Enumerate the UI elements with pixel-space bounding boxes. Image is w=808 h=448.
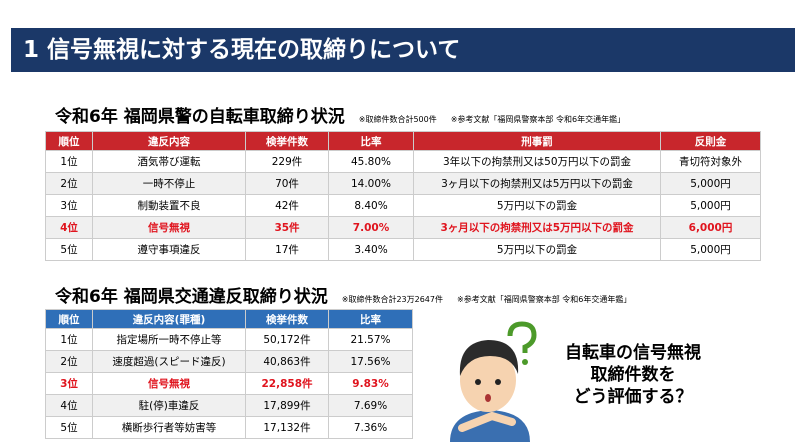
table-cell: 70件: [245, 172, 329, 195]
callout-line: 取締件数を: [590, 365, 676, 385]
table-cell: 3.40%: [328, 238, 414, 261]
eye: [495, 379, 501, 385]
table-cell: 3ヶ月以下の拘禁刑又は5万円以下の罰金: [413, 216, 661, 239]
arm: [458, 411, 516, 432]
title-text: 令和6年 福岡県交通違反取締り状況: [55, 287, 328, 307]
table-cell: 7.69%: [328, 394, 413, 417]
note: ※参考文献「福岡県警察本部 令和6年交通年鑑」: [457, 295, 632, 304]
table-cell: 14.00%: [328, 172, 414, 195]
title-text: 令和6年 福岡県警の自転車取締り状況: [55, 107, 345, 127]
table-cell: 40,863件: [245, 350, 329, 373]
table-cell: 横断歩行者等妨害等: [92, 416, 246, 439]
note: ※取締件数合計23万2647件: [341, 295, 443, 304]
table-cell: 17,132件: [245, 416, 329, 439]
table-cell: 信号無視: [92, 372, 246, 395]
note: ※取締件数合計500件: [358, 115, 437, 124]
table-cell: 3位: [45, 194, 93, 217]
column-header: 順位: [45, 309, 93, 329]
table-cell: 指定場所一時不停止等: [92, 328, 246, 351]
table-cell: 17件: [245, 238, 329, 261]
table-cell: 制動装置不良: [92, 194, 246, 217]
table-cell: 5万円以下の罰金: [413, 238, 661, 261]
table-cell: 229件: [245, 150, 329, 173]
table-cell: 青切符対象外: [660, 150, 761, 173]
callout-line: 自転車の信号無視: [565, 343, 701, 363]
table-row: 5位 横断歩行者等妨害等 17,132件 7.36%: [45, 416, 413, 439]
column-header: 刑事罰: [413, 131, 661, 151]
table-cell: 酒気帯び運転: [92, 150, 246, 173]
table-row: 1位 酒気帯び運転 229件 45.80% 3年以下の拘禁刑又は50万円以下の罰金 青切符…: [45, 150, 761, 173]
table-cell: 8.40%: [328, 194, 414, 217]
table-cell: 2位: [45, 350, 93, 373]
table-row: 3位 制動装置不良 42件 8.40% 5万円以下の罰金 5,000円: [45, 194, 761, 217]
question-dot: [522, 359, 528, 365]
table-cell: 9.83%: [328, 372, 413, 395]
table-cell: 45.80%: [328, 150, 414, 173]
hair: [459, 340, 519, 376]
table-cell: 4位: [45, 394, 93, 417]
table-cell: 1位: [45, 328, 93, 351]
table-cell: 速度超過(スピード違反): [92, 350, 246, 373]
column-header: 比率: [328, 131, 414, 151]
table-cell: 50,172件: [245, 328, 329, 351]
column-header: 検挙件数: [245, 309, 329, 329]
column-header: 反則金: [660, 131, 761, 151]
question-mark: [507, 321, 537, 353]
table-row: 4位 駐(停)車違反 17,899件 7.69%: [45, 394, 413, 417]
table-cell: 5位: [45, 416, 93, 439]
table-row: 4位 信号無視 35件 7.00% 3ヶ月以下の拘禁刑又は5万円以下の罰金 6,000円: [45, 216, 761, 239]
table-row: 3位 信号無視 22,858件 9.83%: [45, 372, 413, 395]
eye: [475, 379, 481, 385]
table-cell: 5,000円: [660, 194, 761, 217]
header-row: 順位 違反内容 検挙件数 比率 刑事罰 反則金: [45, 131, 761, 151]
column-header: 検挙件数: [245, 131, 329, 151]
column-header: 違反内容: [92, 131, 246, 151]
table-cell: 一時不停止: [92, 172, 246, 195]
table-cell: 3年以下の拘禁刑又は50万円以下の罰金: [413, 150, 661, 173]
table-row: 2位 一時不停止 70件 14.00% 3ヶ月以下の拘禁刑又は5万円以下の罰金 5,000…: [45, 172, 761, 195]
callout-line: どう評価する？: [573, 387, 693, 407]
column-header: 比率: [328, 309, 413, 329]
table-cell: 5位: [45, 238, 93, 261]
table-cell: 5万円以下の罰金: [413, 194, 661, 217]
table-row: 2位 速度超過(スピード違反) 40,863件 17.56%: [45, 350, 413, 373]
column-header: 順位: [45, 131, 93, 151]
table-cell: 駐(停)車違反: [92, 394, 246, 417]
header-title: 1 信号無視に対する現在の取締りについて: [11, 28, 795, 72]
table-cell: 6,000円: [660, 216, 761, 239]
table-cell: 17,899件: [245, 394, 329, 417]
note: ※参考文献「福岡県警察本部 令和6年交通年鑑」: [450, 115, 626, 124]
table: 順位 違反内容 検挙件数 比率 刑事罰 反則金 1位 酒気帯び運転 229件 45.80% 3年以下…: [45, 131, 761, 261]
table-cell: 5,000円: [660, 172, 761, 195]
table-cell: 5,000円: [660, 238, 761, 261]
table-cell: 1位: [45, 150, 93, 173]
section-title: 令和6年 福岡県交通違反取締り状況 ※取締件数合計23万2647件 ※参考文献「福岡…: [55, 282, 631, 307]
table-cell: 17.56%: [328, 350, 413, 373]
callout: 自転車の信号無視 取締件数を どう評価する？: [548, 342, 718, 408]
table-cell: 35件: [245, 216, 329, 239]
table-cell: 信号無視: [92, 216, 246, 239]
table-cell: 7.36%: [328, 416, 413, 439]
table-cell: 22,858件: [245, 372, 329, 395]
column-header: 違反内容(罪種): [92, 309, 246, 329]
table-cell: 2位: [45, 172, 93, 195]
table-cell: 4位: [45, 216, 93, 239]
table-cell: 遵守事項違反: [92, 238, 246, 261]
header-row: 順位 違反内容(罪種) 検挙件数 比率: [45, 309, 413, 329]
face: [460, 348, 516, 412]
mouth: [485, 394, 491, 402]
table-cell: 21.57%: [328, 328, 413, 351]
table-cell: 7.00%: [328, 216, 414, 239]
illustration: [450, 321, 537, 442]
table-cell: 42件: [245, 194, 329, 217]
table-row: 5位 遵守事項違反 17件 3.40% 5万円以下の罰金 5,000円: [45, 238, 761, 261]
table-row: 1位 指定場所一時不停止等 50,172件 21.57%: [45, 328, 413, 351]
section-title: 令和6年 福岡県警の自転車取締り状況 ※取締件数合計500件 ※参考文献「福岡県警察…: [55, 102, 625, 127]
table: 順位 違反内容(罪種) 検挙件数 比率 1位 指定場所一時不停止等 50,172件 21.57…: [45, 309, 413, 439]
table-cell: 3ヶ月以下の拘禁刑又は5万円以下の罰金: [413, 172, 661, 195]
table-cell: 3位: [45, 372, 93, 395]
